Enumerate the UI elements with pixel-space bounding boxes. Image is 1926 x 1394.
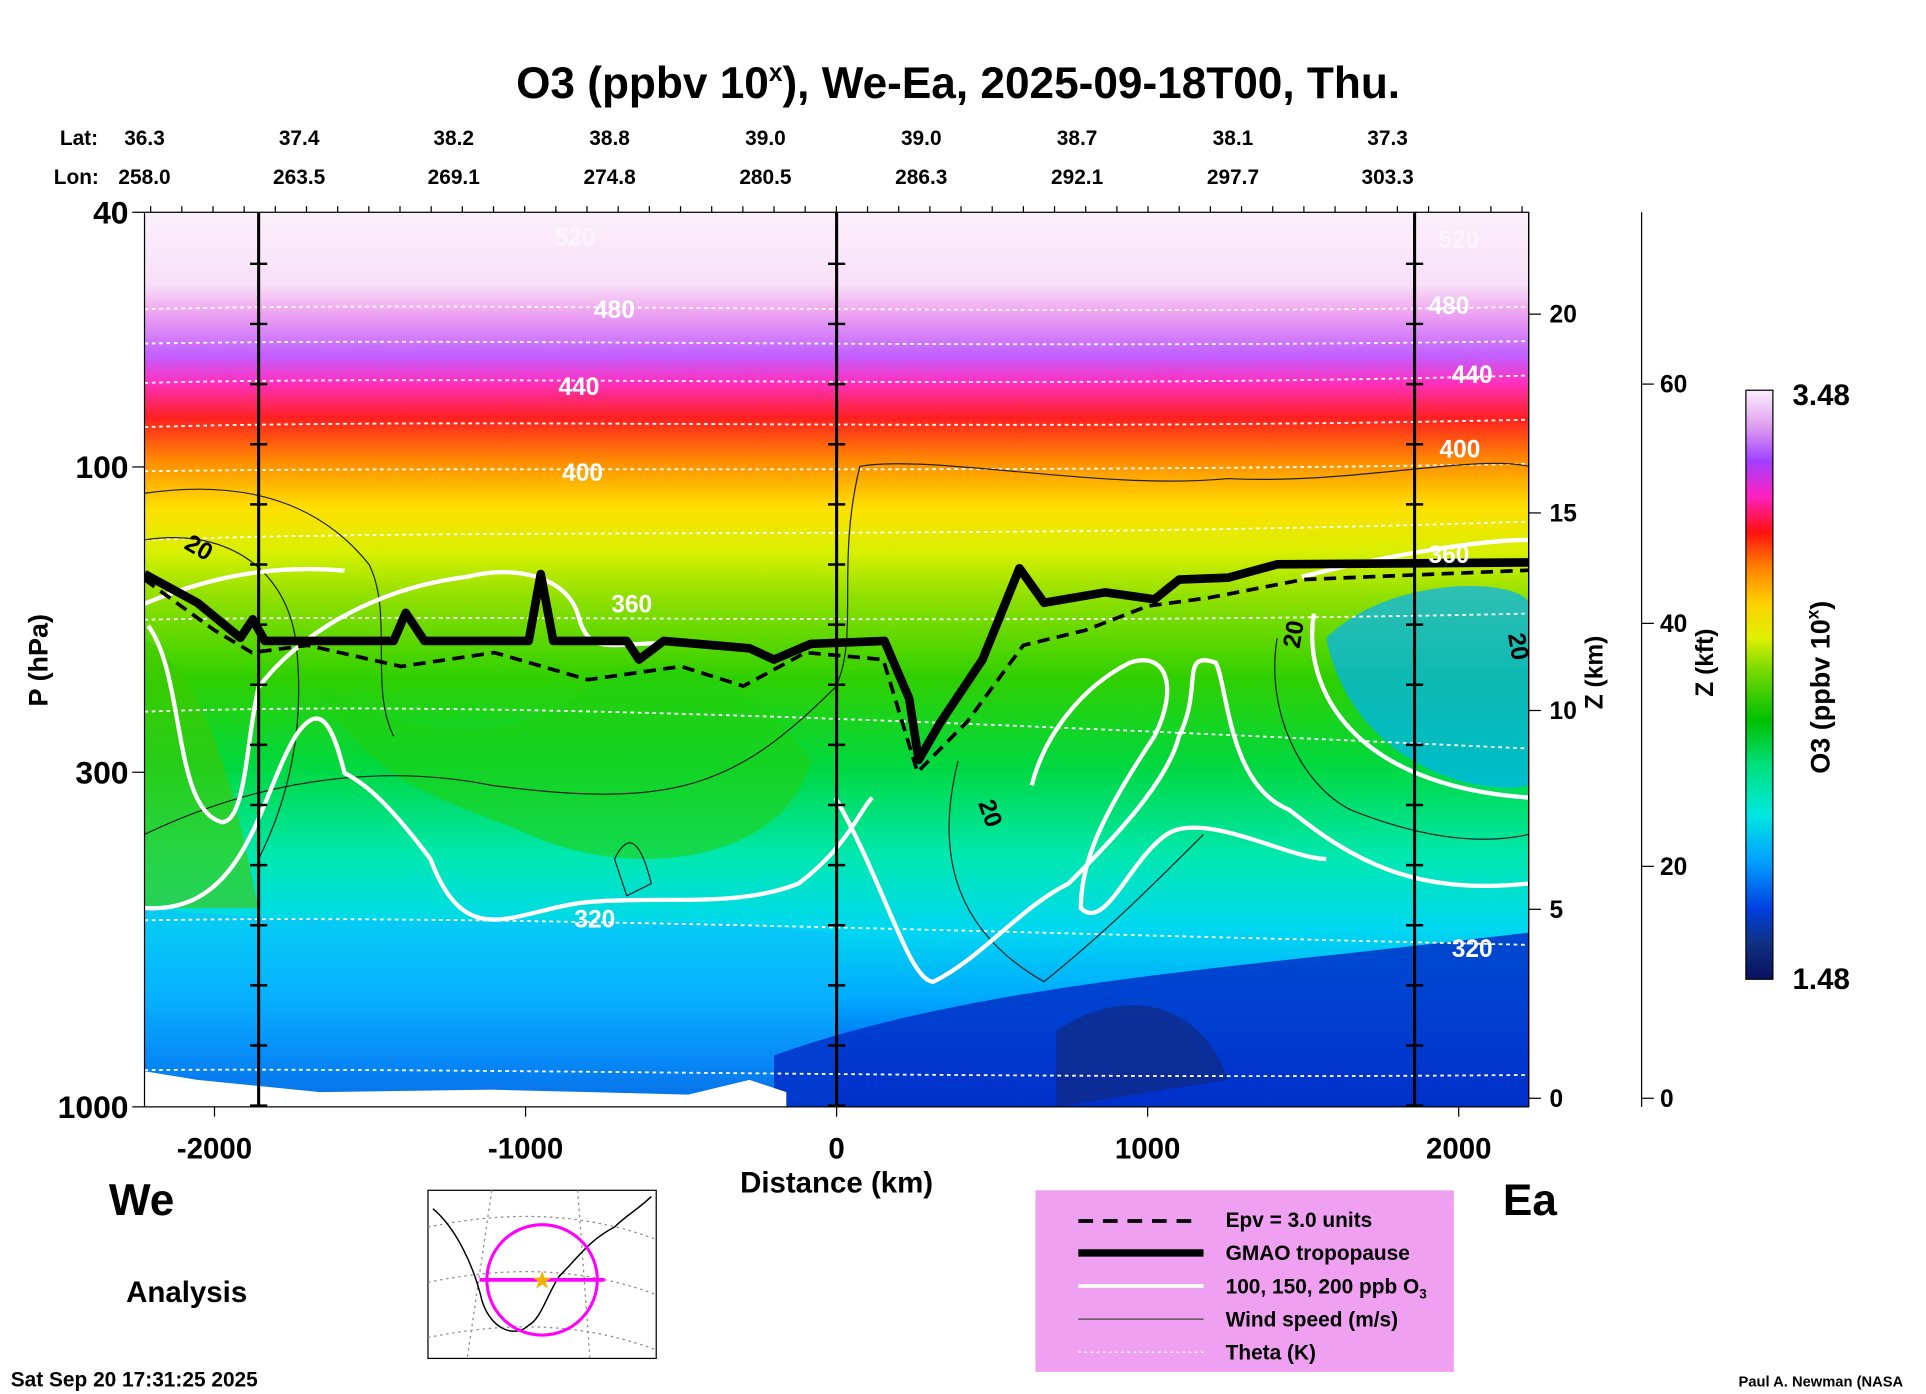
zkm-tick-label: 15 [1550,501,1577,528]
z-kft-axis: 60 40 20 0 [1641,372,1687,1113]
theta-label: 440 [558,374,599,401]
y-axis-label: P (hPa) [24,614,54,706]
top-ticks [150,206,1523,213]
tropopause-line [144,558,1529,765]
theta-label: 480 [1428,293,1469,320]
profile-lines [250,212,1424,1107]
lat-value: 38.8 [589,127,630,150]
analysis-label: Analysis [126,1276,247,1309]
lon-value: 286.3 [895,166,947,189]
o3-ppb-contours [144,537,1529,984]
lat-value: 38.7 [1057,127,1098,150]
lat-value: 37.3 [1367,127,1408,150]
theta-label: 440 [1452,362,1493,389]
lon-value: 280.5 [739,166,792,189]
east-label: Ea [1503,1176,1557,1225]
location-map: ★ [427,1189,657,1360]
legend-item: Wind speed (m/s) [1226,1309,1398,1332]
theta-label: 400 [562,460,603,487]
chart-title: O3 (ppbv 10x), We-Ea, 2025-09-18T00, Thu… [516,59,1400,108]
legend-item: GMAO tropopause [1226,1242,1410,1265]
lat-value: 36.3 [124,127,165,150]
lon-value: 274.8 [583,166,635,189]
lon-value: 258.0 [118,166,170,189]
x-tick-label: -2000 [177,1132,252,1165]
lat-value: 39.0 [901,127,942,150]
lon-value: 303.3 [1361,166,1413,189]
colorbar-label: O3 (ppbv 10x) [1802,601,1835,774]
lon-value: 292.1 [1051,166,1104,189]
lat-value: 38.2 [433,127,474,150]
x-tick-label: -1000 [488,1132,563,1165]
lat-value: 37.4 [279,127,320,150]
colorbar-min: 1.48 [1793,963,1850,996]
contour-labels: 520 480 440 400 360 320 520 480 440 400 … [180,224,1533,963]
x-axis-label: Distance (km) [740,1167,933,1200]
theta-contours [144,305,1529,1078]
lon-value: 269.1 [428,166,481,189]
y-tick-label: 40 [93,194,128,230]
x-tick-label: 1000 [1115,1132,1181,1165]
lon-value: 263.5 [273,166,326,189]
y-tick-label: 1000 [58,1089,129,1125]
lat-label: Lat: [60,127,98,150]
zkm-tick-label: 10 [1550,698,1577,725]
lon-value: 297.7 [1207,166,1259,189]
y-tick-label: 300 [75,754,128,790]
legend-item: Epv = 3.0 units [1226,1209,1373,1232]
theta-label: 480 [594,297,635,324]
theta-label: 400 [1440,437,1481,464]
zkm-tick-label: 0 [1550,1086,1564,1113]
zkft-tick-label: 0 [1660,1086,1674,1113]
lat-value: 38.1 [1213,127,1254,150]
z-kft-label: Z (kft) [1692,629,1719,697]
timestamp: Sat Sep 20 17:31:25 2025 [11,1369,258,1392]
colorbar-max: 3.48 [1793,379,1850,412]
west-label: We [109,1176,174,1225]
legend: Epv = 3.0 units GMAO tropopause 100, 150… [1035,1190,1454,1372]
z-km-label: Z (km) [1581,636,1608,710]
zkft-tick-label: 60 [1660,372,1687,399]
theta-label: 320 [1452,936,1493,963]
pressure-axis: 40 100 300 1000 [58,194,145,1125]
credit: Paul A. Newman (NASA [1739,1375,1904,1391]
zkm-tick-label: 20 [1550,302,1577,329]
z-km-axis: 20 15 10 5 0 [1528,302,1577,1113]
theta-label: 520 [1438,227,1479,254]
zkm-tick-label: 5 [1550,897,1564,924]
x-tick-label: 2000 [1426,1132,1491,1165]
epv-line [144,568,1529,776]
colorbar [1745,389,1774,980]
lon-label: Lon: [54,166,99,189]
zkft-tick-label: 20 [1660,854,1687,881]
lat-lon-row: 36.3 258.0 37.4 263.5 38.2 269.1 38.8 274.8 39.0… [118,127,1413,189]
star-icon: ★ [531,1267,553,1294]
distance-axis: -2000 -1000 0 1000 2000 [177,1106,1491,1165]
lat-value: 39.0 [745,127,786,150]
theta-label: 360 [611,591,652,618]
y-tick-label: 100 [75,449,128,485]
theta-label: 520 [555,224,596,251]
zkft-tick-label: 40 [1660,611,1687,638]
theta-label: 360 [1428,542,1469,569]
legend-item: Theta (K) [1226,1342,1316,1365]
x-tick-label: 0 [828,1132,844,1165]
theta-label: 320 [574,907,615,934]
legend-item: 100, 150, 200 ppb O3 [1226,1275,1428,1301]
wind-label: 20 [1279,619,1310,651]
